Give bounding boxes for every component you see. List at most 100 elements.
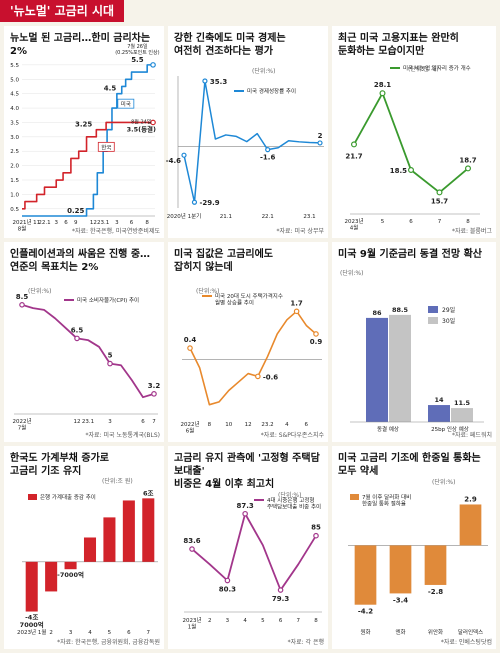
fixed-xtick: 2 <box>208 618 212 624</box>
rates-ytick: 4.0 <box>10 106 19 112</box>
rates-xtick: 11 <box>33 220 40 226</box>
cpi-xtick: 23.1 <box>82 419 94 425</box>
jobs-xtick: 2023년 4월 <box>344 217 363 232</box>
jobs-point-label: 15.7 <box>431 197 448 205</box>
fixed-legend-label: 4대 시중은행 고정형 주택담보대출 비중 추이 <box>267 496 321 511</box>
fed-source: *자료: 페드워치 <box>451 432 492 439</box>
fixed-unit: (단위:%) <box>278 492 302 499</box>
fed-bar-label: 11.5 <box>454 399 471 407</box>
fixed-point <box>189 546 195 552</box>
rates-xtick: 2021년 8월 <box>12 218 31 233</box>
jobs-point-label: 18.7 <box>459 156 476 164</box>
fixed-xtick: 8 <box>314 618 318 624</box>
rates-xtick: 6 <box>64 220 68 226</box>
gdp-title: 강한 긴축에도 미국 경제는 여전히 견조하다는 평가 <box>174 33 286 57</box>
jobs-title: 최근 미국 고용지표는 완만히 둔화하는 모습이지만 <box>338 33 459 57</box>
cpi-point <box>107 360 113 367</box>
cpi-line <box>21 303 155 399</box>
loans-unit: (단위:조 원) <box>102 478 133 485</box>
housing-point <box>187 345 193 351</box>
fx-xtick: 엔화 <box>395 628 405 636</box>
gdp-unit: (단위:%) <box>252 68 276 75</box>
housing-point-label: -0.6 <box>263 373 278 381</box>
housing-xtick: 10 <box>225 422 232 428</box>
cpi-xtick: 12 <box>74 419 81 425</box>
loans-xtick: 2023년 1월 <box>17 628 46 636</box>
fx-xtick: 달러인덱스 <box>458 628 483 636</box>
rates-source: *자료: 한국은행, 미국연방준비제도 <box>71 228 160 235</box>
loans-bar <box>83 537 97 562</box>
housing-point <box>313 331 319 337</box>
cpi-xtick: 2022년 7월 <box>12 417 31 432</box>
loans-xtick: 3 <box>69 630 73 636</box>
jobs-point-label: 21.7 <box>345 152 362 160</box>
housing-line <box>189 310 317 406</box>
rates-label-kr-note: 8월 24일 <box>131 118 152 125</box>
fixed-point <box>242 510 248 517</box>
housing-xtick: 6 <box>305 422 309 428</box>
cpi-point-label: 3.2 <box>148 382 161 390</box>
rates-legend-us: 미국 <box>121 100 131 108</box>
gdp-xtick: 21.1 <box>220 214 232 220</box>
cpi-point-label: 5 <box>108 352 113 360</box>
loans-point-label: -7000억 <box>57 570 84 579</box>
fixed-point <box>224 577 231 584</box>
fixed-line <box>191 512 317 591</box>
panel-jobs: 최근 미국 고용지표는 완만히 둔화하는 모습이지만 (단위:만 개) *자료:… <box>332 26 496 238</box>
panel-cpi: 인플레이션과의 싸움은 진행 중… 연준의 목표치는 2% (단위:%) *자료… <box>4 242 164 442</box>
loans-legend-swatch <box>28 494 37 500</box>
gdp-xtick: 23.1 <box>303 214 315 220</box>
fed-xtick: 25bp 인상 예상 <box>431 425 469 433</box>
cpi-point <box>19 301 25 308</box>
jobs-point <box>408 167 415 174</box>
gdp-point-label: 2 <box>318 132 323 140</box>
fixed-xtick: 4 <box>243 618 247 624</box>
jobs-point <box>436 189 443 196</box>
panel-fed: 미국 9월 기준금리 동결 전망 확산 (단위:%) *자료: 페드워치 <box>332 242 496 442</box>
fx-bar <box>424 545 447 585</box>
loans-bar <box>142 498 155 562</box>
fed-legend-swatch <box>428 306 438 313</box>
loans-title: 한국도 가계부채 증가로 고금리 기조 유지 <box>10 453 109 477</box>
gdp-point <box>317 140 323 146</box>
rates-ytick: 2.5 <box>10 149 19 155</box>
fixed-point-label: 83.6 <box>183 537 200 545</box>
gdp-point-label: 35.3 <box>210 78 227 86</box>
loans-xtick: 7 <box>147 630 151 636</box>
fx-xtick: 원화 <box>360 628 370 636</box>
rates-legend-kr: 한국 <box>101 144 111 151</box>
fed-bar <box>451 408 473 422</box>
fx-bar <box>389 545 412 594</box>
fixed-point-label: 85 <box>311 524 321 532</box>
rates-title: 뉴노멀 된 고금리…한미 금리차는 2% <box>10 33 151 57</box>
rates-point-us <box>150 62 156 68</box>
fed-bar <box>366 317 388 422</box>
rates-xtick: 3 <box>54 220 58 226</box>
jobs-source: *자료: 블룸버그 <box>451 228 492 235</box>
loans-legend-label: 은행 가계대출 증감 추이 <box>40 493 96 501</box>
jobs-line <box>353 92 469 194</box>
fed-bar-label: 14 <box>434 396 444 404</box>
cpi-xtick: 6 <box>141 419 145 425</box>
gdp-point <box>181 152 187 158</box>
housing-xtick: 4 <box>285 422 289 428</box>
fx-title: 미국 고금리 기조에 한중일 통화는 모두 약세 <box>338 453 481 477</box>
cpi-xtick: 7 <box>152 419 156 425</box>
header-title: '뉴노멀' 고금리 시대 <box>0 0 125 22</box>
rates-xtick: 6 <box>130 220 134 226</box>
rates-xtick: 3 <box>115 220 119 226</box>
gdp-xtick: 2020년 1분기 <box>167 212 201 220</box>
fed-unit: (단위:%) <box>340 270 364 277</box>
housing-point-label: 1.7 <box>290 299 303 307</box>
fixed-title: 고금리 유지 관측에 '고정형 주택담보대출' 비중은 4월 이후 최고치 <box>174 453 320 490</box>
cpi-unit: (단위:%) <box>28 288 52 295</box>
loans-bar <box>122 500 135 562</box>
housing-unit: (단위:%) <box>196 288 220 295</box>
fx-unit: (단위:%) <box>432 479 456 486</box>
rates-line-us <box>22 64 155 217</box>
jobs-point <box>379 90 386 97</box>
fed-legend-label: 29일 <box>442 306 455 314</box>
fixed-point-label: 79.3 <box>272 595 289 603</box>
